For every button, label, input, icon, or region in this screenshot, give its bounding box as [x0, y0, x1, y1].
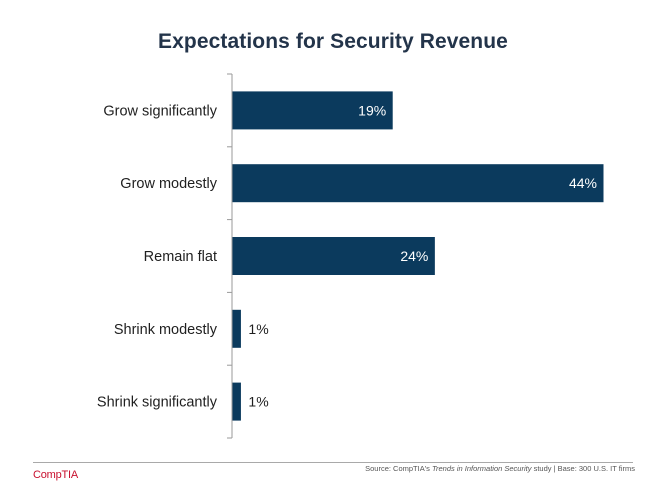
bar-shrink-modestly [232, 309, 241, 348]
source-study-title: Trends in Information Security [431, 464, 532, 473]
value-label: 1% [248, 321, 268, 337]
bar-chart: Grow significantly 19% Grow modestly 44% Rem… [97, 73, 604, 439]
comptia-logo: CompTIA [33, 469, 79, 481]
labels-layer: Grow significantly 19% Grow modestly 44% Rem… [97, 102, 597, 410]
category-label: Remain flat [144, 249, 217, 265]
value-label: 44% [569, 175, 597, 191]
footer-divider [33, 462, 633, 463]
category-label: Grow modestly [120, 176, 217, 192]
axis-layer [227, 73, 233, 439]
bar-grow-significantly [232, 91, 393, 130]
source-note: Source: CompTIA's Trends in Information … [300, 464, 635, 473]
bar-grow-modestly [232, 164, 604, 203]
source-suffix: study | Base: 300 U.S. IT firms [531, 464, 635, 473]
category-label: Shrink modestly [114, 322, 218, 338]
value-label: 1% [248, 394, 268, 410]
bar-remain-flat [232, 237, 435, 275]
chart-title: Expectations for Security Revenue [158, 30, 508, 53]
value-label: 19% [358, 102, 386, 118]
bar-shrink-significantly [232, 382, 241, 421]
category-label: Grow significantly [103, 103, 217, 119]
value-label: 24% [400, 248, 428, 264]
source-prefix: Source: CompTIA's [365, 464, 432, 473]
category-label: Shrink significantly [97, 395, 218, 411]
bars-layer [232, 91, 604, 421]
